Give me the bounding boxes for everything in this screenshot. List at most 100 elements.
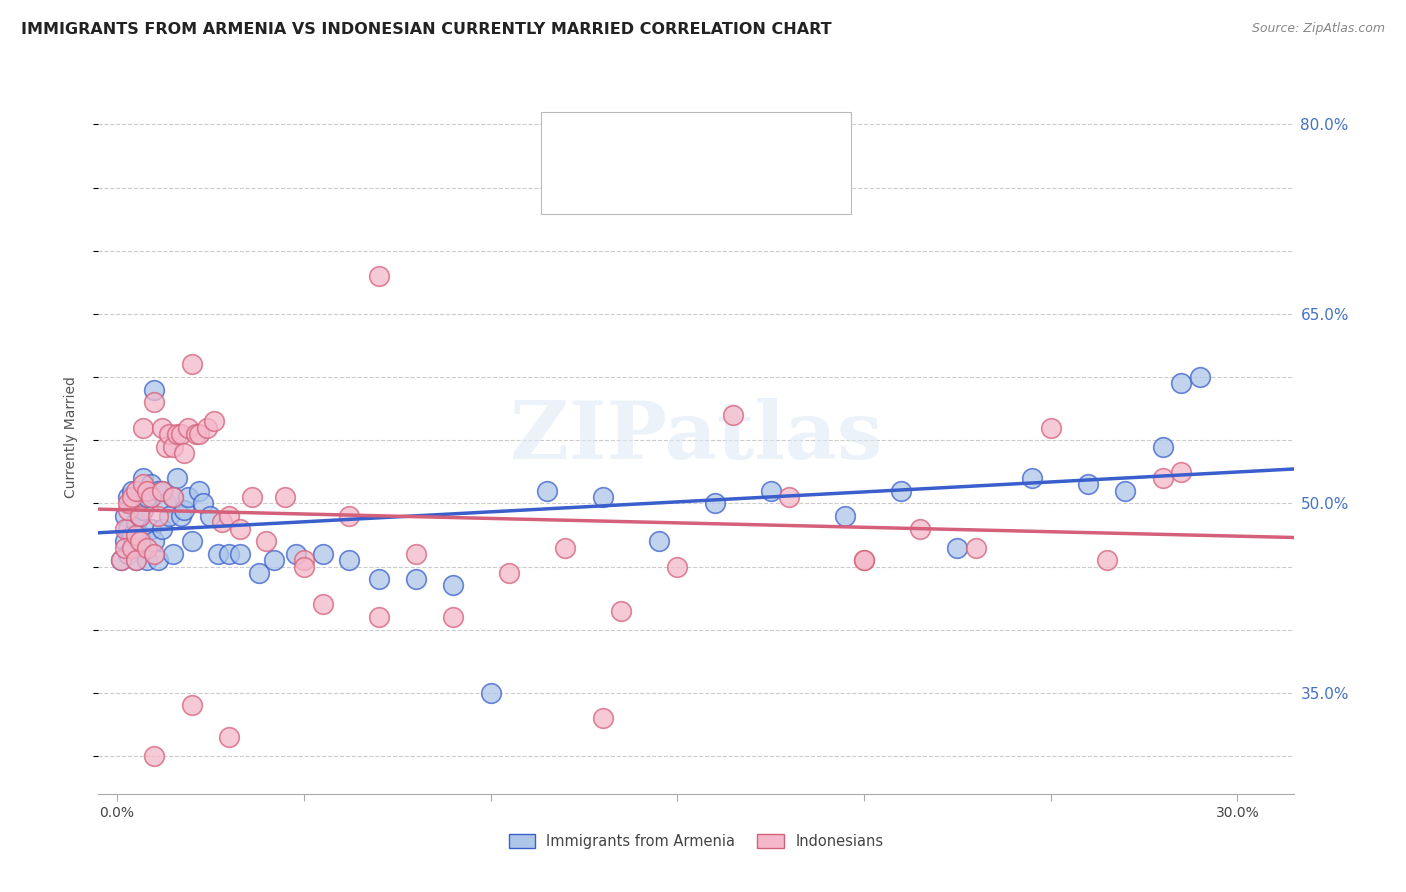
- Text: IMMIGRANTS FROM ARMENIA VS INDONESIAN CURRENTLY MARRIED CORRELATION CHART: IMMIGRANTS FROM ARMENIA VS INDONESIAN CU…: [21, 22, 832, 37]
- Y-axis label: Currently Married: Currently Married: [63, 376, 77, 498]
- Point: [128, 508, 150, 523]
- Point: [125, 483, 148, 498]
- Point: [148, 553, 170, 567]
- Point: [367, 572, 389, 586]
- Point: [114, 508, 136, 523]
- Point: [162, 490, 184, 504]
- Point: [256, 534, 278, 549]
- Point: [139, 490, 162, 504]
- Point: [759, 483, 782, 498]
- Point: [132, 471, 155, 485]
- Point: [441, 610, 464, 624]
- Point: [139, 477, 162, 491]
- Point: [110, 553, 132, 567]
- Point: [1170, 465, 1192, 479]
- Point: [188, 483, 211, 498]
- Point: [162, 440, 184, 454]
- Point: [211, 516, 233, 530]
- Point: [150, 483, 173, 498]
- Point: [1021, 471, 1043, 485]
- Point: [136, 541, 159, 555]
- Point: [155, 440, 177, 454]
- Point: [132, 420, 155, 434]
- Text: 67: 67: [721, 172, 742, 187]
- Point: [195, 420, 218, 434]
- Point: [139, 522, 162, 536]
- Point: [1152, 471, 1174, 485]
- Point: [117, 502, 139, 516]
- Point: [143, 383, 166, 397]
- Point: [834, 508, 856, 523]
- Point: [125, 553, 148, 567]
- Point: [240, 490, 263, 504]
- Point: [128, 508, 150, 523]
- Point: [125, 528, 148, 542]
- Point: [148, 508, 170, 523]
- Point: [229, 547, 252, 561]
- Point: [200, 508, 222, 523]
- Point: [367, 610, 389, 624]
- Text: R =: R =: [589, 134, 623, 149]
- Point: [479, 686, 502, 700]
- Point: [890, 483, 912, 498]
- Point: [136, 553, 159, 567]
- Point: [647, 534, 669, 549]
- Text: 0.197: 0.197: [624, 172, 672, 187]
- Point: [180, 358, 202, 372]
- Point: [853, 553, 876, 567]
- Point: [592, 711, 614, 725]
- Point: [143, 395, 166, 409]
- Point: [177, 490, 200, 504]
- Point: [166, 471, 188, 485]
- Text: N =: N =: [688, 134, 721, 149]
- Point: [666, 559, 689, 574]
- Point: [367, 268, 389, 283]
- Point: [723, 408, 745, 422]
- Point: [311, 598, 333, 612]
- Point: [498, 566, 520, 580]
- Point: [1095, 553, 1118, 567]
- Point: [125, 553, 148, 567]
- Point: [908, 522, 931, 536]
- Point: [274, 490, 297, 504]
- Point: [121, 541, 143, 555]
- Point: [191, 496, 214, 510]
- Point: [1039, 420, 1062, 434]
- Point: [853, 553, 876, 567]
- Point: [1189, 370, 1212, 384]
- Point: [169, 426, 191, 441]
- Point: [536, 483, 558, 498]
- Point: [128, 528, 150, 542]
- Text: Source: ZipAtlas.com: Source: ZipAtlas.com: [1251, 22, 1385, 36]
- Point: [125, 516, 148, 530]
- Point: [247, 566, 270, 580]
- Point: [143, 749, 166, 764]
- Point: [218, 730, 240, 744]
- Point: [132, 477, 155, 491]
- Point: [155, 496, 177, 510]
- Point: [965, 541, 987, 555]
- Point: [263, 553, 285, 567]
- Point: [166, 426, 188, 441]
- Point: [125, 496, 148, 510]
- Point: [405, 572, 427, 586]
- Point: [136, 490, 159, 504]
- Point: [337, 508, 360, 523]
- Point: [778, 490, 800, 504]
- Point: [1170, 376, 1192, 391]
- Point: [554, 541, 576, 555]
- Point: [405, 547, 427, 561]
- Text: R =: R =: [589, 172, 623, 187]
- Point: [117, 547, 139, 561]
- Point: [285, 547, 308, 561]
- Point: [150, 522, 173, 536]
- Point: [169, 508, 191, 523]
- Text: 0.201: 0.201: [624, 134, 672, 149]
- Point: [150, 483, 173, 498]
- Point: [177, 420, 200, 434]
- Point: [292, 559, 315, 574]
- Point: [173, 446, 195, 460]
- Point: [121, 528, 143, 542]
- Point: [132, 502, 155, 516]
- Point: [218, 547, 240, 561]
